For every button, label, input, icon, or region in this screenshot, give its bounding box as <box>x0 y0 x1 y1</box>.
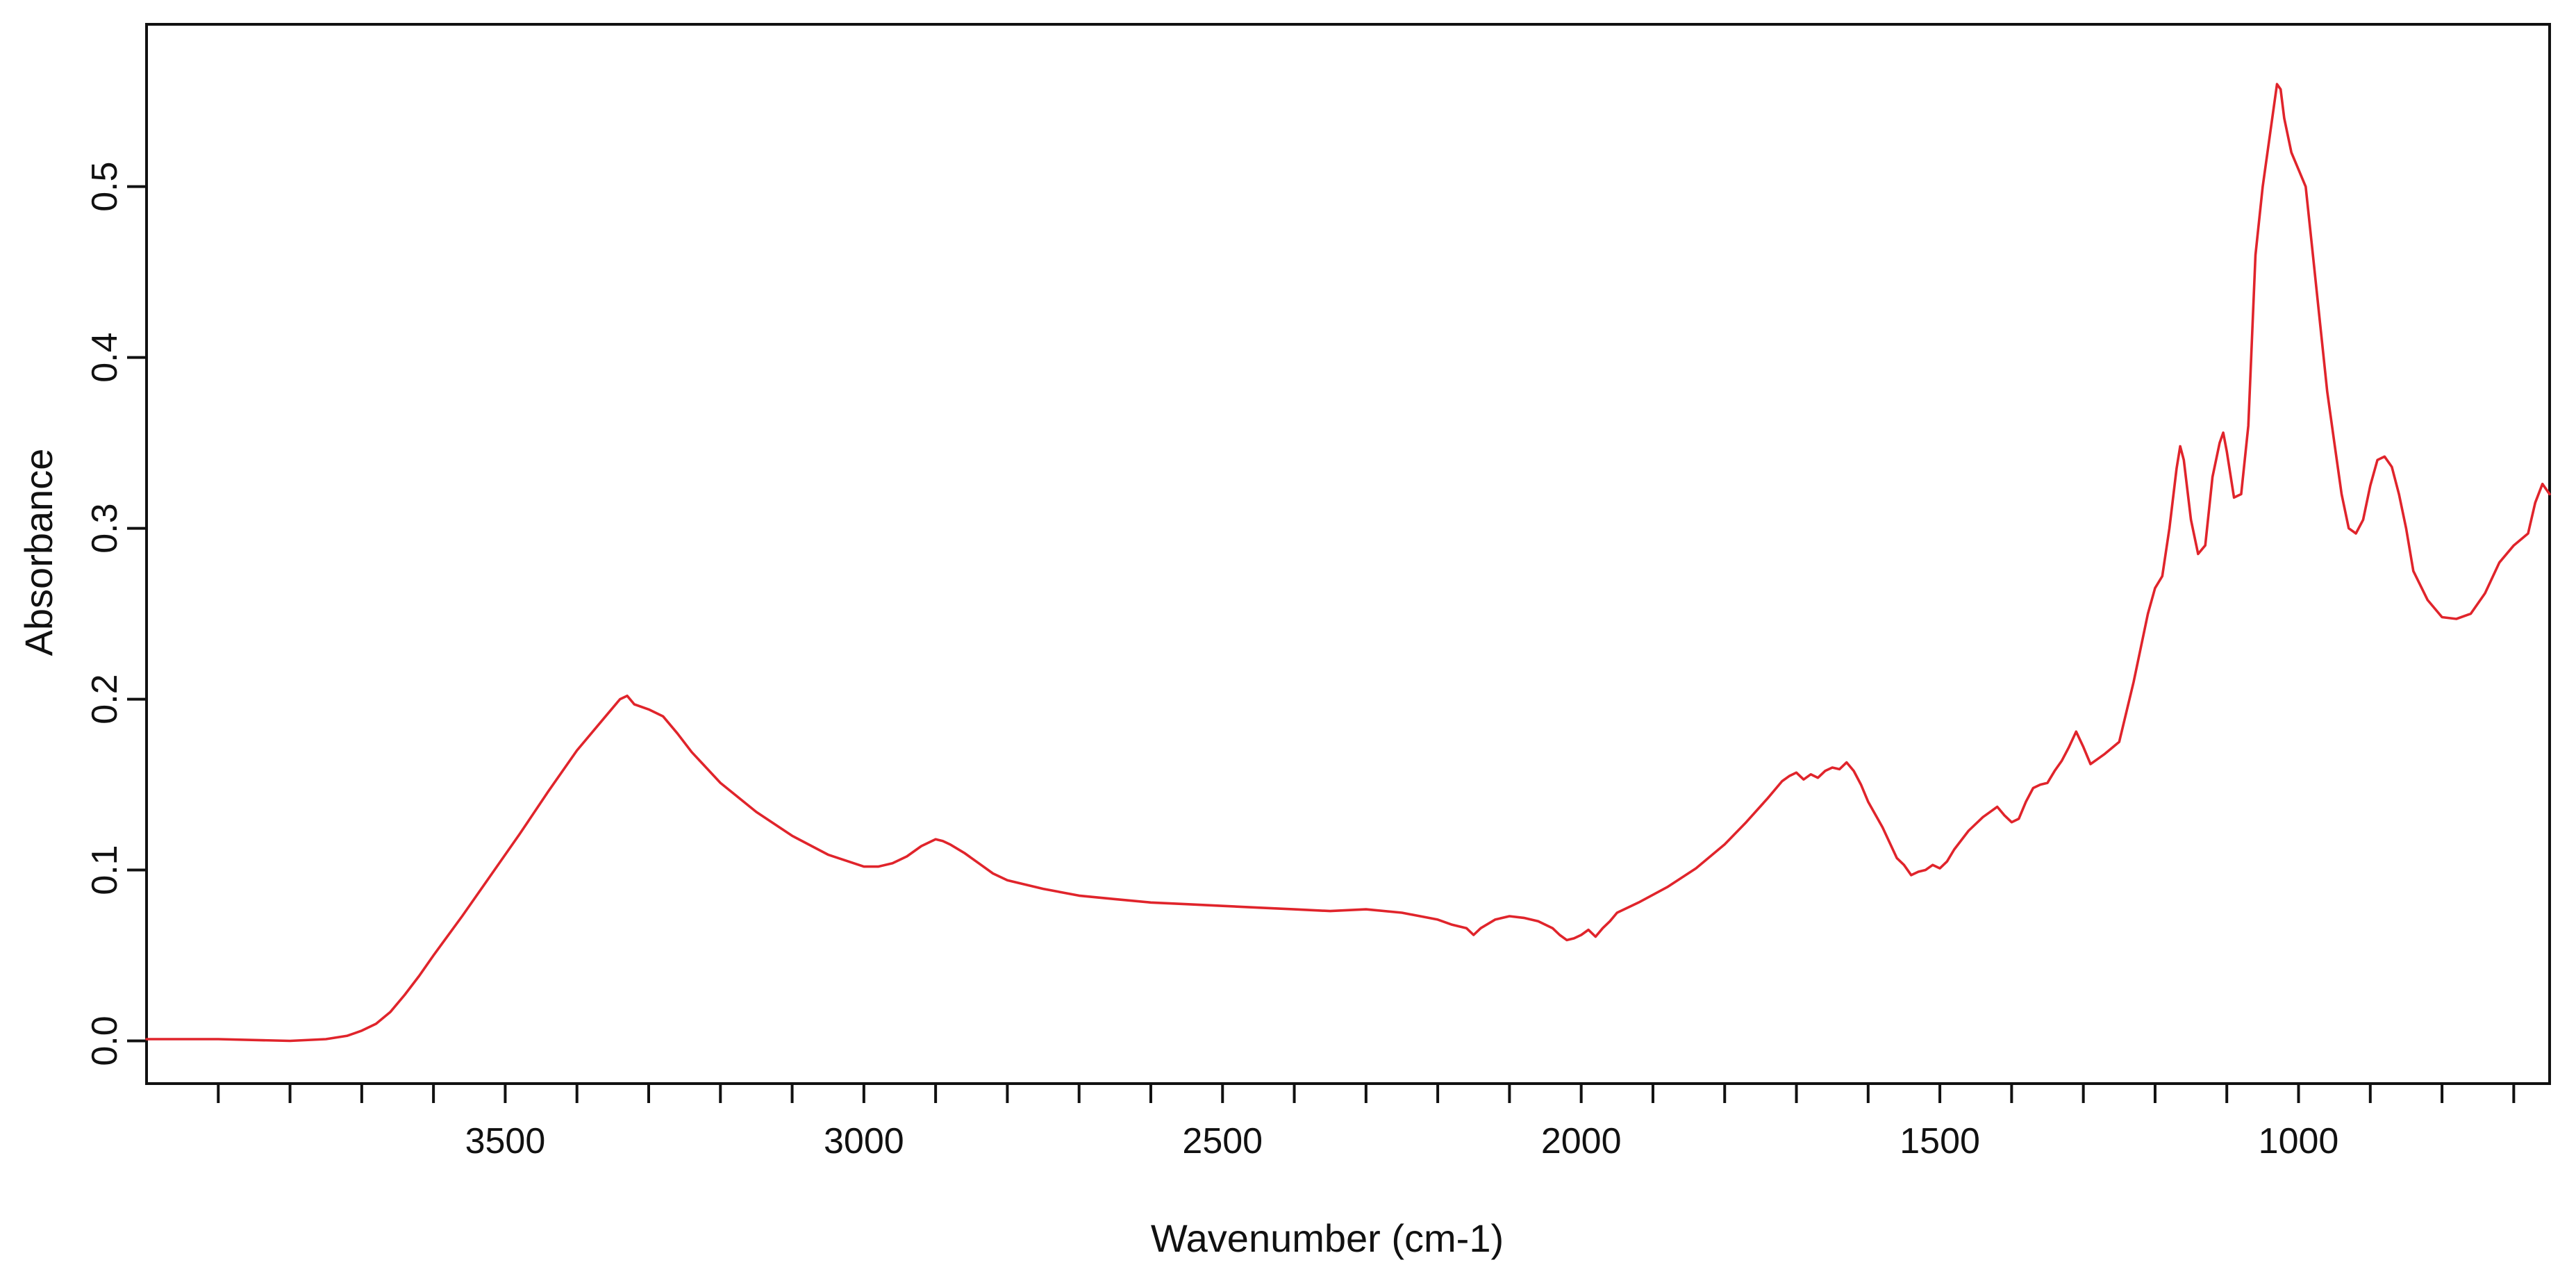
plot-frame <box>145 23 2551 1085</box>
y-tick-label: 0.1 <box>85 845 125 895</box>
y-tick-label: 0.0 <box>85 1016 125 1066</box>
x-tick-label: 1000 <box>2259 1121 2339 1161</box>
y-tick-label: 0.4 <box>85 332 125 382</box>
x-tick-label: 2500 <box>1182 1121 1263 1161</box>
series-layer <box>145 83 2551 1043</box>
y-tick-label: 0.3 <box>85 503 125 553</box>
y-tick-label: 0.2 <box>85 674 125 724</box>
y-tick-label: 0.5 <box>85 162 125 212</box>
x-tick-label: 3500 <box>465 1121 546 1161</box>
y-axis-label: Absorbance <box>17 449 60 656</box>
spectrum-line <box>145 83 2551 1043</box>
x-tick-label: 3000 <box>824 1121 904 1161</box>
x-tick-label: 2000 <box>1541 1121 1622 1161</box>
x-tick-label: 1500 <box>1900 1121 1980 1161</box>
x-axis-label: Wavenumber (cm-1) <box>1151 1216 1504 1260</box>
y-axis-ticks: 0.0 0.1 0.2 0.3 0.4 0.5 <box>85 162 147 1066</box>
x-axis-ticks: 3500 3000 2500 2000 1500 1000 <box>217 1084 2516 1161</box>
